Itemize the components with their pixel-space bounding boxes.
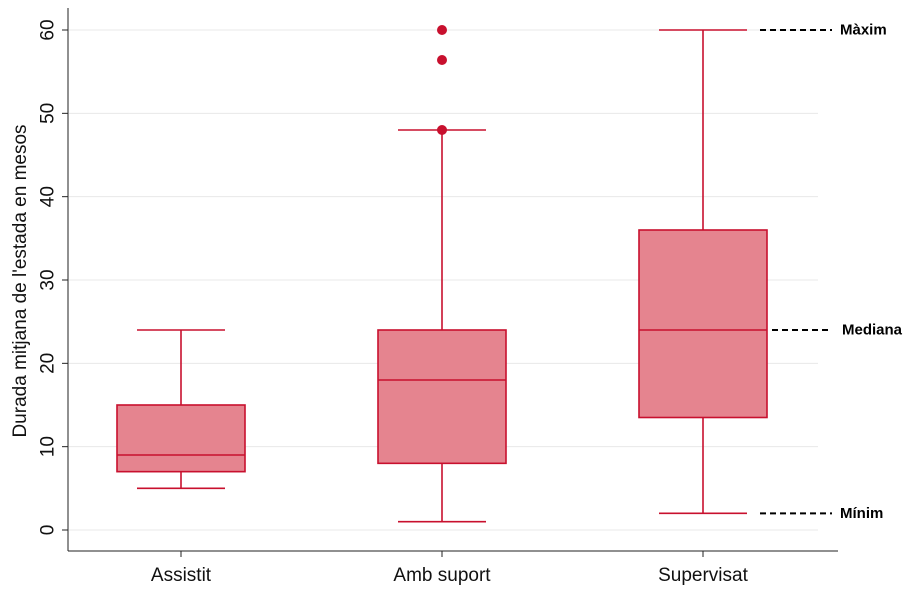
annotation-label-0: Màxim bbox=[840, 22, 887, 39]
y-tick-label-20: 20 bbox=[38, 353, 59, 374]
annotation-label-1: Mediana bbox=[842, 322, 903, 339]
x-ticks: Assistit Amb suport Supervisat bbox=[151, 551, 749, 586]
y-tick-label-40: 40 bbox=[38, 186, 59, 207]
outlier-point-0 bbox=[437, 125, 447, 135]
box-2 bbox=[638, 29, 768, 515]
y-axis-label: Durada mitjana de l'estada en mesos bbox=[10, 124, 31, 437]
y-ticks: 0 10 20 30 40 50 60 bbox=[38, 19, 68, 536]
annotation-label-2: Mínim bbox=[840, 505, 883, 522]
box-1 bbox=[377, 25, 507, 523]
annotations: Màxim Mediana Mínim bbox=[760, 22, 903, 522]
iqr-box bbox=[638, 229, 768, 419]
y-tick-label-0: 0 bbox=[38, 525, 59, 536]
y-tick-label-10: 10 bbox=[38, 436, 59, 457]
y-tick-label-60: 60 bbox=[38, 19, 59, 40]
x-tick-label-0: Assistit bbox=[151, 565, 212, 586]
iqr-box bbox=[116, 404, 246, 473]
outlier-point-1 bbox=[437, 55, 447, 65]
box-series bbox=[116, 25, 768, 523]
box-0 bbox=[116, 329, 246, 490]
x-tick-label-2: Supervisat bbox=[658, 565, 748, 586]
x-tick-label-1: Amb suport bbox=[393, 565, 491, 586]
iqr-box bbox=[377, 329, 507, 465]
y-tick-label-30: 30 bbox=[38, 269, 59, 290]
y-tick-label-50: 50 bbox=[38, 103, 59, 124]
outlier-point-2 bbox=[437, 25, 447, 35]
